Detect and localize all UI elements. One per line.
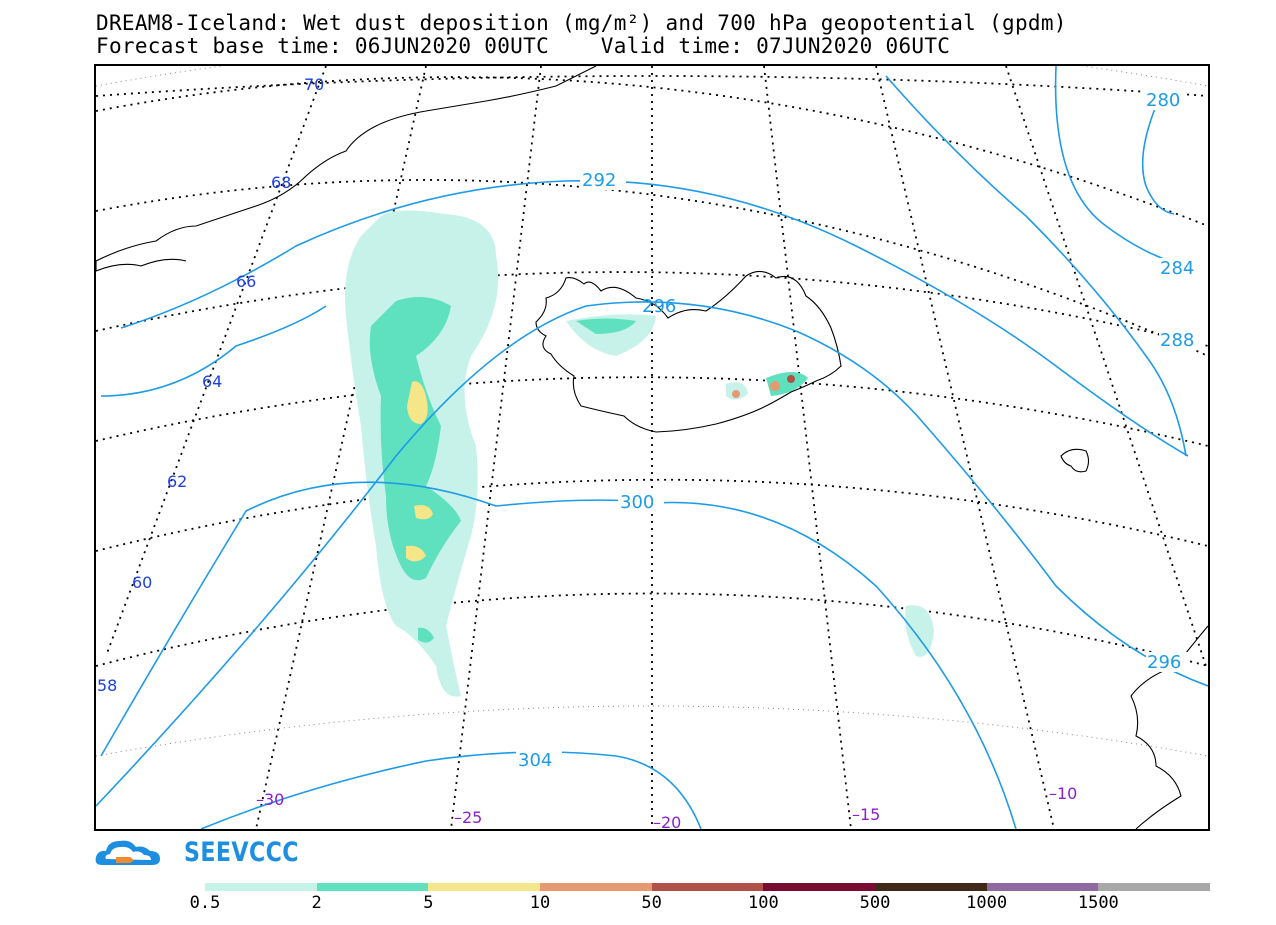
iceland-coastline (535, 270, 842, 433)
faroe-islands (1060, 448, 1090, 473)
colorbar-label: 0.5 (189, 893, 221, 913)
lat-label-70: 70 (304, 75, 324, 94)
map-subtitle: Forecast base time: 06JUN2020 00UTC Vali… (96, 34, 951, 58)
dust-plume-medium (369, 297, 461, 581)
outer-parallels (96, 66, 1208, 757)
colorbar-segment (540, 883, 652, 891)
lat-label-64: 64 (202, 372, 222, 391)
map-frame: 70 68 66 64 62 60 58 –30 –25 –20 –15 –10… (94, 64, 1210, 831)
colorbar-label: 2 (311, 893, 322, 913)
dust-hotspot (732, 390, 740, 398)
coastlines (96, 66, 1208, 829)
contour-labels: 280 284 288 292 296 296 300 304 (516, 90, 1201, 771)
meridian-line (255, 66, 427, 829)
lat-label-62: 62 (167, 472, 187, 491)
colorbar-label: 1500 (1077, 893, 1119, 913)
contour-292 (120, 179, 1189, 457)
lon-label-20: –20 (653, 813, 681, 829)
dust-core (406, 545, 426, 562)
meridian-line (763, 66, 852, 829)
parallel-lines (96, 75, 1208, 667)
dust-hotspot (787, 375, 795, 383)
meridian-lines (105, 66, 1207, 829)
colorbar-segment (651, 883, 764, 891)
contour-label-300: 300 (620, 492, 654, 513)
colorbar-segment (428, 883, 541, 891)
lon-label-30: –30 (256, 790, 284, 809)
meridian-line (875, 66, 1055, 829)
colorbar-label: 5 (423, 893, 434, 913)
colorbar-segment (875, 883, 987, 891)
parallel-line (96, 76, 1208, 227)
lat-label-60: 60 (132, 573, 152, 592)
meridian-line (1005, 66, 1207, 667)
contour-nw (100, 305, 327, 397)
cloud-logo-icon (95, 840, 160, 865)
colorbar-segment (1098, 883, 1211, 891)
contour-284 (1054, 66, 1187, 267)
lon-label-25: –25 (454, 808, 482, 827)
colorbar-segment (763, 883, 876, 891)
dust-hotspot (770, 381, 780, 391)
parallel-line (96, 271, 1208, 347)
colorbar-label: 100 (747, 893, 779, 913)
colorbar-label: 500 (859, 893, 891, 913)
dust-patch (431, 641, 456, 688)
contour-label-280: 280 (1146, 90, 1180, 111)
logo-text: SEEVCCC (184, 837, 299, 868)
longitude-labels: –30 –25 –20 –15 –10 (256, 784, 1077, 829)
dust-core (414, 505, 433, 520)
greenland-coastline (96, 258, 187, 272)
colorbar (205, 883, 1211, 891)
colorbar-segment (205, 883, 317, 891)
lon-label-10: –10 (1049, 784, 1077, 803)
dust-core (407, 381, 428, 424)
contour-304 (200, 751, 702, 829)
colorbar-label: 50 (641, 893, 662, 913)
colorbar-label: 1000 (966, 893, 1008, 913)
contour-label-284: 284 (1160, 258, 1194, 279)
geopotential-contours (96, 66, 1208, 829)
colorbar-label: 10 (529, 893, 551, 913)
colorbar-segment (316, 883, 429, 891)
lat-label-66: 66 (236, 272, 256, 291)
lon-label-15: –15 (852, 805, 880, 824)
dust-patch (418, 627, 434, 643)
contour-300 (100, 481, 1017, 829)
lat-label-58: 58 (97, 676, 117, 695)
dust-patch (576, 318, 636, 334)
contour-280 (1141, 105, 1175, 215)
contour-label-304: 304 (518, 750, 552, 771)
map-canvas: 70 68 66 64 62 60 58 –30 –25 –20 –15 –10… (96, 66, 1208, 829)
dust-deposition-shading (345, 210, 934, 697)
colorbar-segment (986, 883, 1099, 891)
greenland-coastline (96, 66, 597, 262)
parallel-line (96, 376, 1208, 447)
map-title: DREAM8-Iceland: Wet dust deposition (mg/… (96, 11, 1067, 35)
contour-label-296: 296 (642, 296, 676, 317)
contour-288 (885, 75, 1187, 457)
parallel-line (96, 478, 1208, 552)
contour-label-288: 288 (1160, 330, 1194, 351)
contour-label-296-east: 296 (1147, 652, 1181, 673)
dust-patch (905, 605, 934, 657)
latitude-labels: 70 68 66 64 62 60 58 (97, 75, 324, 695)
contour-label-292: 292 (582, 170, 616, 191)
lat-label-68: 68 (271, 173, 291, 192)
contour-296 (96, 301, 1208, 807)
